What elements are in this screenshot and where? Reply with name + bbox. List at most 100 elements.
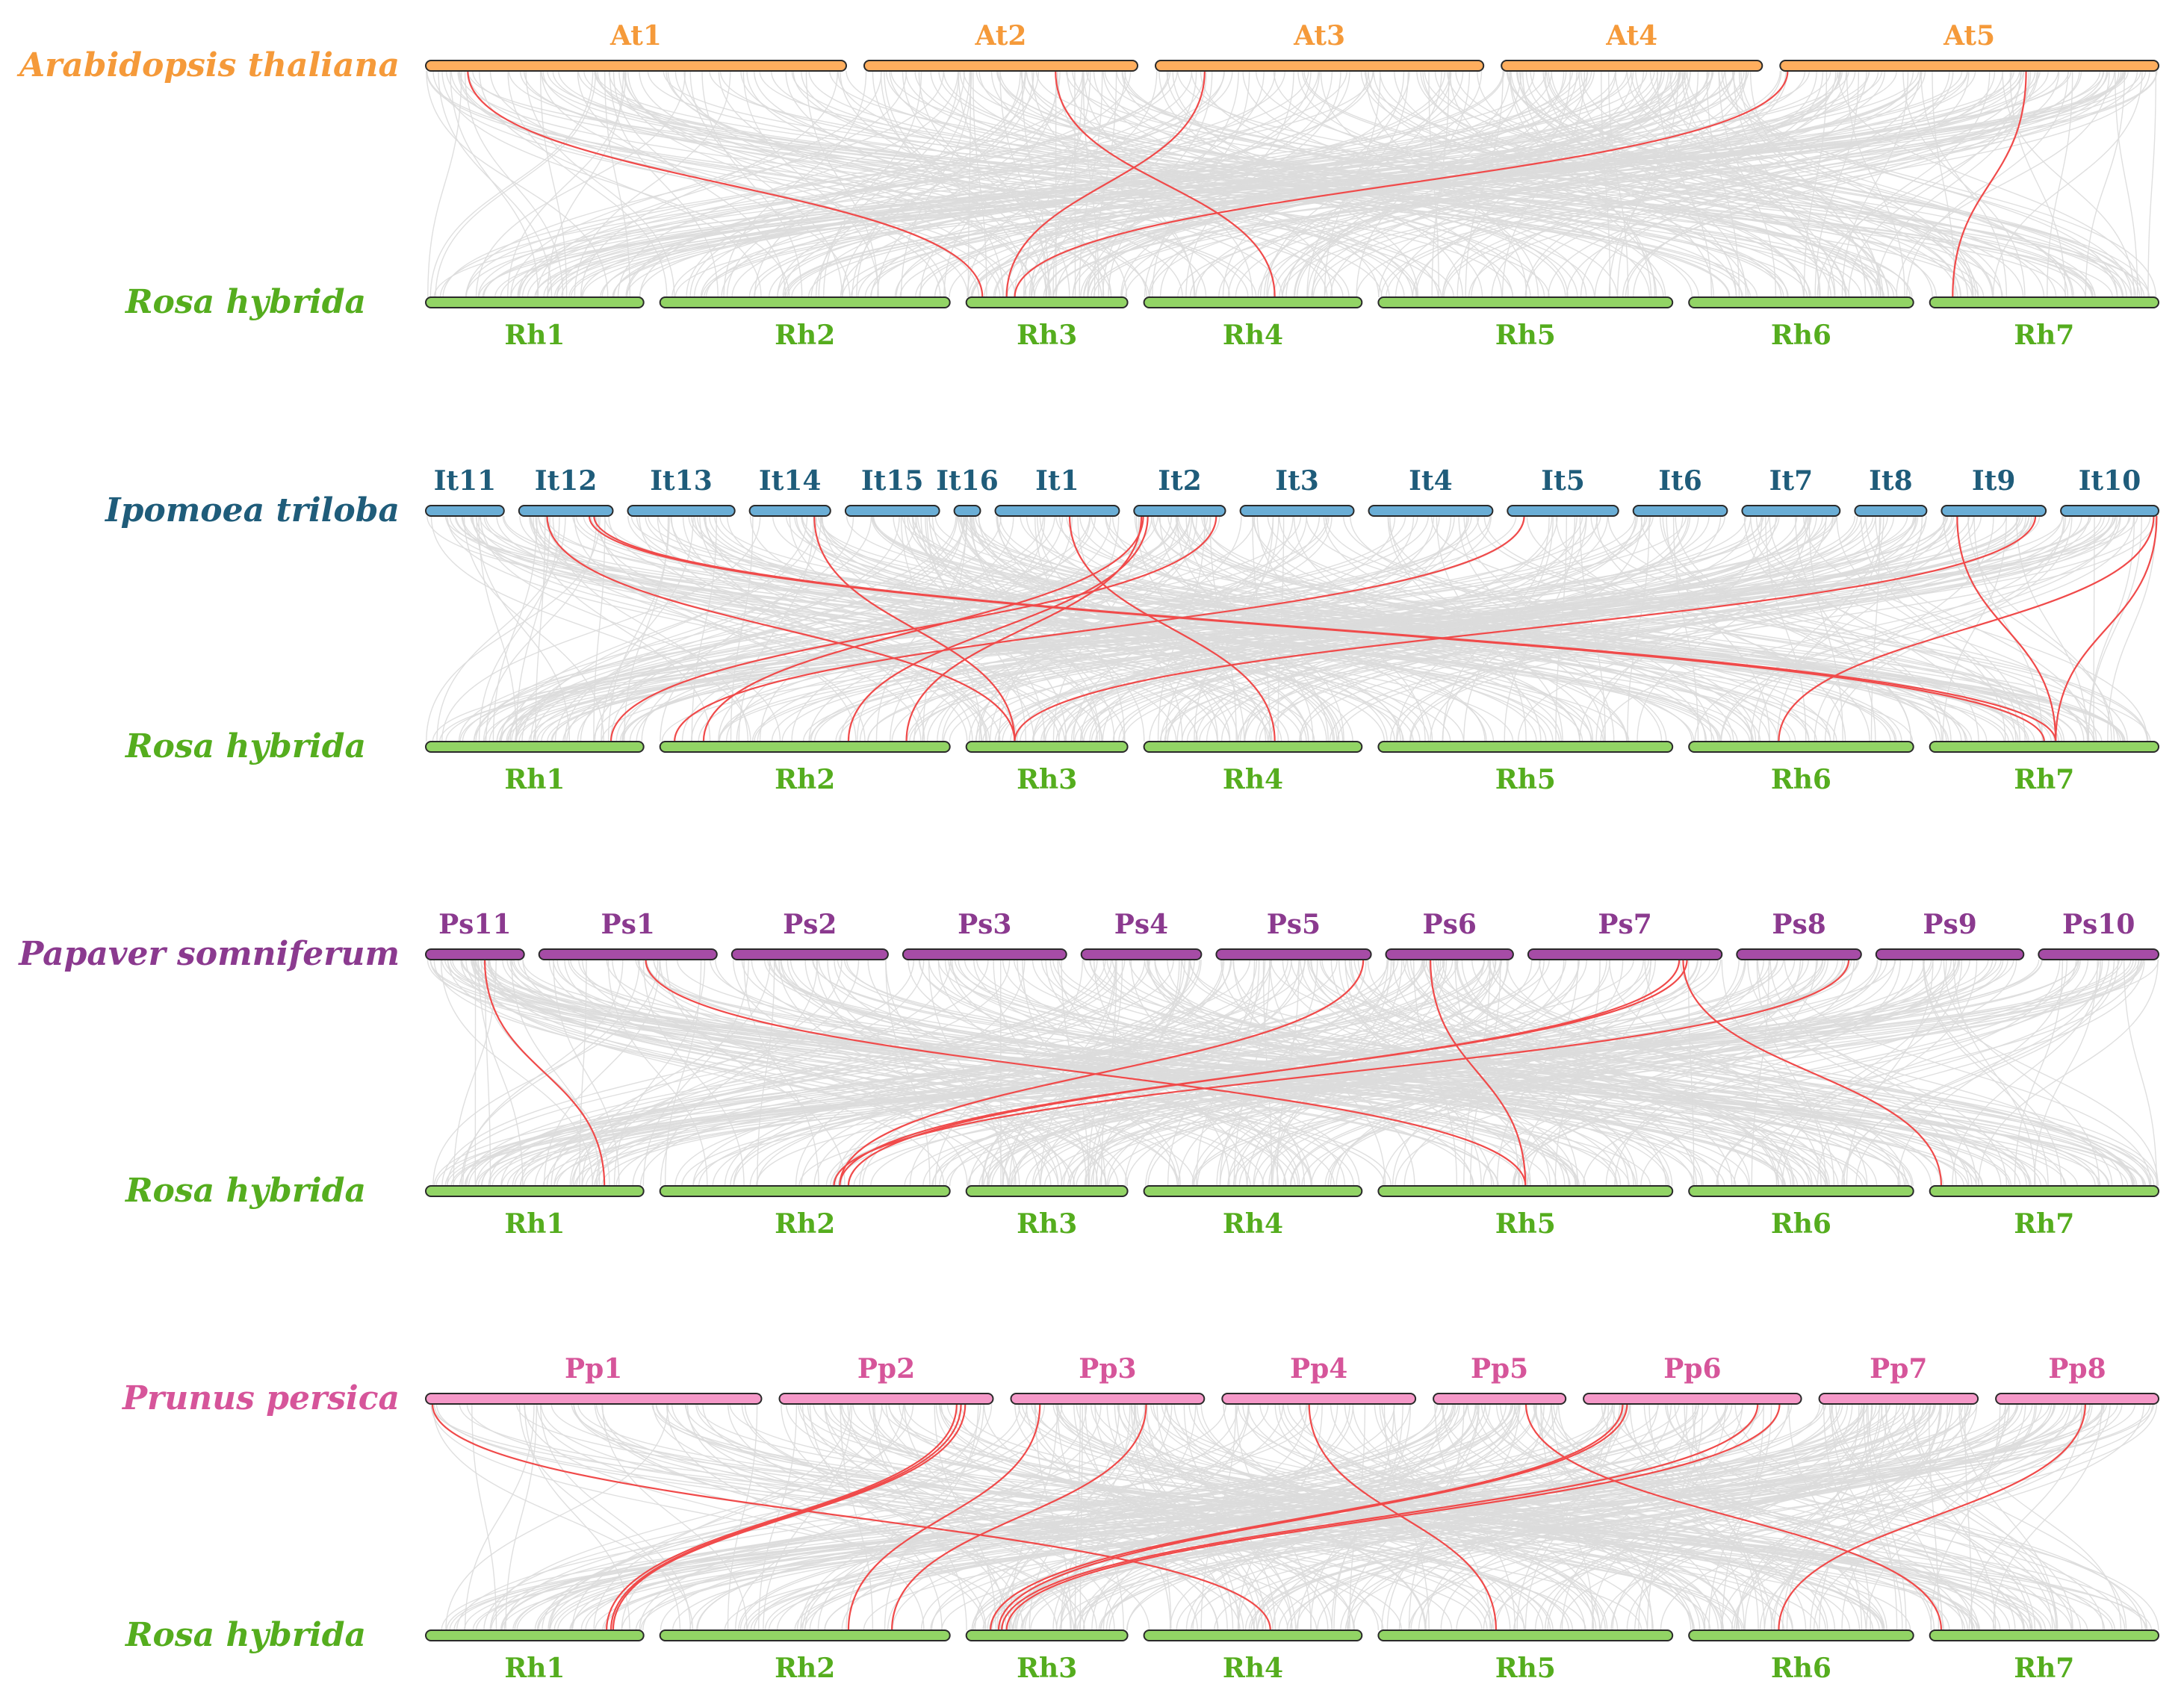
background-link bbox=[1808, 515, 1843, 742]
background-link bbox=[1106, 959, 1913, 1187]
background-link bbox=[1480, 1403, 2082, 1631]
background-link bbox=[786, 515, 1796, 742]
background-link bbox=[518, 70, 1285, 298]
background-link bbox=[986, 959, 1878, 1187]
background-link bbox=[463, 515, 604, 742]
background-link bbox=[719, 515, 1583, 742]
background-link bbox=[1382, 959, 1740, 1187]
background-link bbox=[518, 70, 1169, 298]
background-link bbox=[1627, 515, 1650, 742]
query-chromosome-bar bbox=[730, 948, 889, 960]
background-link bbox=[1526, 515, 2044, 742]
background-link bbox=[1091, 1403, 1597, 1631]
background-link bbox=[877, 70, 1061, 298]
background-link bbox=[841, 1403, 1411, 1631]
highlight-link bbox=[593, 515, 2057, 742]
background-link bbox=[612, 70, 1831, 298]
rosa-chromosome-bar bbox=[425, 1629, 645, 1641]
background-link bbox=[539, 1403, 692, 1631]
background-link bbox=[1079, 1403, 1083, 1631]
rosa-chromosome-bar bbox=[965, 1185, 1129, 1197]
background-link bbox=[660, 959, 818, 1187]
background-link bbox=[1064, 515, 1638, 742]
rosa-chromosome-bar bbox=[659, 1629, 951, 1641]
background-link bbox=[1434, 1403, 1516, 1631]
query-chromosome-label: At4 bbox=[1605, 20, 1657, 52]
rosa-chromosome-label: Rh4 bbox=[1223, 320, 1283, 351]
background-link bbox=[652, 1403, 1241, 1631]
background-link bbox=[757, 515, 1470, 742]
background-link bbox=[2123, 959, 2157, 1187]
query-species-name: Papaver somniferum bbox=[17, 935, 400, 973]
background-link bbox=[689, 70, 843, 298]
background-link bbox=[533, 515, 711, 742]
rosa-chromosome-label: Rh1 bbox=[504, 1653, 565, 1684]
query-chromosome-bar bbox=[1854, 505, 1928, 517]
background-link bbox=[743, 959, 819, 1187]
background-link bbox=[639, 70, 1148, 298]
background-link bbox=[489, 959, 1107, 1187]
background-link bbox=[1253, 1403, 1699, 1631]
background-link bbox=[856, 70, 971, 298]
query-chromosome-bar bbox=[844, 505, 940, 517]
background-link bbox=[1669, 70, 1836, 298]
background-link bbox=[1492, 959, 2159, 1187]
background-link bbox=[1489, 959, 2030, 1187]
background-link bbox=[1052, 70, 2122, 298]
query-chromosome-label: It16 bbox=[936, 465, 999, 497]
background-link bbox=[1626, 1403, 1978, 1631]
query-chromosome-bar bbox=[425, 948, 525, 960]
background-link bbox=[594, 515, 958, 742]
background-link bbox=[1248, 1403, 2042, 1631]
background-link bbox=[462, 515, 1517, 742]
rosa-chromosome-bar bbox=[659, 741, 951, 753]
background-link bbox=[1735, 1403, 1942, 1631]
background-link bbox=[426, 70, 609, 298]
highlight-link bbox=[483, 959, 606, 1187]
background-link bbox=[1548, 70, 1994, 298]
background-link bbox=[535, 515, 922, 742]
background-link bbox=[632, 959, 1146, 1187]
background-link bbox=[592, 959, 1011, 1187]
background-link bbox=[1206, 515, 1637, 742]
chromosome-bars bbox=[425, 60, 2160, 1641]
background-link bbox=[441, 70, 790, 298]
background-link bbox=[483, 70, 1648, 298]
background-link bbox=[1551, 70, 1961, 298]
background-link bbox=[453, 959, 497, 1187]
query-chromosome-label: It4 bbox=[1409, 465, 1453, 497]
background-link bbox=[816, 959, 1040, 1187]
background-link bbox=[482, 959, 2078, 1187]
background-link bbox=[1220, 515, 1691, 742]
background-link bbox=[890, 515, 1073, 742]
background-link bbox=[1088, 959, 1182, 1187]
background-link bbox=[1296, 70, 1669, 298]
background-link bbox=[456, 1403, 1226, 1631]
rosa-chromosome-bar bbox=[965, 296, 1129, 308]
background-link bbox=[440, 959, 594, 1187]
query-chromosome-bar bbox=[778, 1393, 994, 1405]
background-link bbox=[1176, 515, 1941, 742]
background-link bbox=[786, 1403, 1569, 1631]
background-link bbox=[1876, 70, 2029, 298]
background-link bbox=[913, 515, 1179, 742]
background-link bbox=[496, 515, 1301, 742]
highlight-link bbox=[847, 959, 1681, 1187]
rosa-species-name: Rosa hybrida bbox=[124, 727, 366, 765]
background-link bbox=[1675, 515, 1912, 742]
background-link bbox=[958, 70, 1051, 298]
background-link bbox=[462, 959, 624, 1187]
background-link bbox=[439, 70, 1374, 298]
background-link bbox=[840, 1403, 1218, 1631]
query-chromosome-label: Pp6 bbox=[1663, 1353, 1721, 1385]
background-link bbox=[475, 515, 1303, 742]
background-link bbox=[1274, 1403, 1595, 1631]
background-link bbox=[943, 70, 1058, 298]
background-link bbox=[1330, 959, 1551, 1187]
background-link bbox=[727, 515, 1307, 742]
background-link bbox=[1525, 70, 1824, 298]
background-link bbox=[1435, 959, 2135, 1187]
background-link bbox=[1059, 1403, 2123, 1631]
rosa-species-name: Rosa hybrida bbox=[124, 1616, 366, 1654]
background-link bbox=[1456, 70, 1571, 298]
